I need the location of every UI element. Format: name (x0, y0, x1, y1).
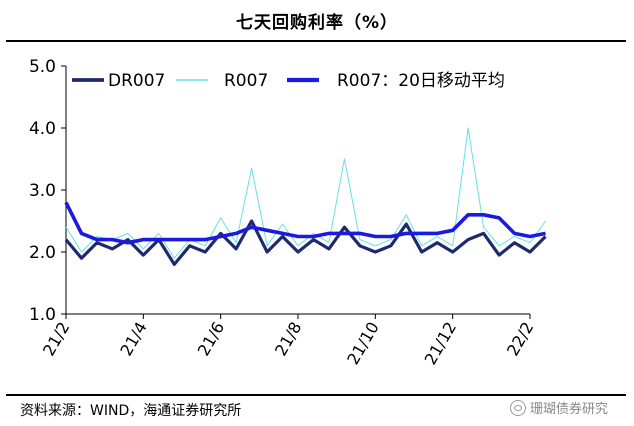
y-tick-label: 4.0 (29, 119, 56, 139)
y-tick-label: 2.0 (29, 243, 56, 263)
x-tick-label: 21/10 (343, 319, 383, 368)
chart-title: 七天回购利率（%） (235, 13, 399, 33)
bottom-rule (6, 394, 626, 396)
y-tick-label: 3.0 (29, 181, 56, 201)
series-line-dr007 (64, 219, 547, 266)
source-note: 资料来源：WIND，海通证券研究所 (20, 403, 242, 419)
series-line-r007 (65, 127, 546, 259)
x-tick-label: 22/2 (503, 319, 537, 360)
x-tick-label: 21/4 (116, 319, 150, 360)
wechat-icon (510, 399, 526, 416)
y-tick-label: 5.0 (29, 57, 56, 77)
x-tick-label: 21/8 (271, 319, 305, 360)
top-rule (6, 40, 626, 42)
watermark: 珊瑚债券研究 (510, 398, 608, 417)
legend-label: R007：20日移动平均 (337, 71, 505, 91)
legend-label: R007 (224, 71, 268, 91)
line-chart: 1.02.03.04.05.021/2 21/4 21/6 21/8 21/10 21/1… (29, 57, 547, 368)
watermark-text: 珊瑚债券研究 (530, 402, 609, 417)
chart-series (64, 127, 547, 266)
x-tick-label: 21/6 (194, 319, 228, 360)
x-tick-label: 21/12 (421, 319, 461, 368)
y-tick-label: 1.0 (29, 305, 56, 325)
series-line-r007-ma20 (64, 201, 546, 245)
chart-legend: DR007 R007 R007：20日移动平均 (72, 71, 505, 91)
chart-axes: 1.02.03.04.05.021/2 21/4 21/6 21/8 21/10 21/1… (29, 57, 538, 368)
legend-label: DR007 (108, 71, 165, 91)
